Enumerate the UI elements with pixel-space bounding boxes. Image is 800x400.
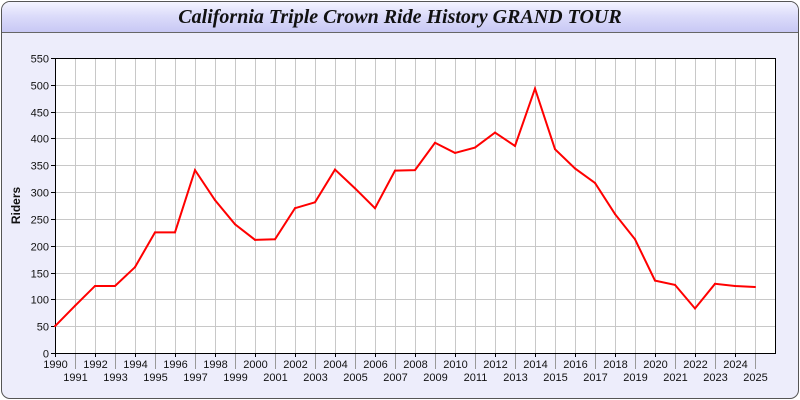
data-point xyxy=(614,213,616,216)
y-tick-label: 350 xyxy=(31,161,49,173)
x-tick-label: 2004 xyxy=(323,359,347,371)
y-tick-label: 300 xyxy=(31,188,49,200)
data-point xyxy=(694,307,696,310)
data-point xyxy=(394,169,396,172)
data-point xyxy=(434,141,436,144)
x-tick-label: 2003 xyxy=(303,372,327,384)
plot-border xyxy=(55,58,776,354)
y-tick-label: 450 xyxy=(31,108,49,120)
x-tick-label: 2000 xyxy=(243,359,267,371)
y-tick-label: 100 xyxy=(31,295,49,307)
data-point xyxy=(134,266,136,269)
y-tick-label: 200 xyxy=(31,242,49,254)
data-point xyxy=(214,199,216,202)
x-tick-label: 2018 xyxy=(603,359,627,371)
data-point xyxy=(554,148,556,151)
data-point xyxy=(474,146,476,149)
x-tick-label: 2001 xyxy=(263,372,287,384)
y-tick-label: 50 xyxy=(37,322,49,334)
y-tick-label: 0 xyxy=(43,349,49,361)
x-tick-label: 2021 xyxy=(663,372,687,384)
x-tick-label: 1991 xyxy=(63,372,87,384)
data-point xyxy=(274,238,276,241)
x-tick-label: 2015 xyxy=(543,372,567,384)
x-tick-label: 1997 xyxy=(183,372,207,384)
x-tick-label: 2002 xyxy=(283,359,307,371)
data-point xyxy=(734,284,736,287)
data-point xyxy=(254,238,256,241)
x-tick-label: 2006 xyxy=(363,359,387,371)
data-point xyxy=(634,238,636,241)
data-point xyxy=(194,169,196,172)
data-point xyxy=(114,284,116,287)
y-tick-label: 250 xyxy=(31,215,49,227)
data-point xyxy=(514,144,516,147)
data-point xyxy=(574,167,576,170)
chart-title: California Triple Crown Ride History GRA… xyxy=(178,6,622,28)
y-axis-label: Riders xyxy=(9,187,23,225)
x-tick-label: 2011 xyxy=(464,372,488,384)
data-point xyxy=(674,283,676,286)
x-tick-label: 2005 xyxy=(343,372,367,384)
y-tick-label: 150 xyxy=(31,269,49,281)
series-line xyxy=(54,85,756,327)
x-tick-label: 2007 xyxy=(383,372,407,384)
data-point xyxy=(314,201,316,204)
x-tick-label: 2012 xyxy=(483,359,507,371)
x-tick-label: 1996 xyxy=(163,359,187,371)
data-point xyxy=(534,87,536,90)
data-point xyxy=(654,279,656,282)
x-tick-label: 2010 xyxy=(443,359,467,371)
x-tick-label: 1998 xyxy=(203,359,227,371)
x-tick-label: 2024 xyxy=(723,359,747,371)
x-tick-label: 2008 xyxy=(403,359,427,371)
x-tick-label: 2019 xyxy=(623,372,647,384)
x-tick-label: 1994 xyxy=(123,359,147,371)
x-tick-label: 2016 xyxy=(563,359,587,371)
x-tick-label: 2023 xyxy=(703,372,727,384)
data-point xyxy=(54,325,56,328)
x-tick-label: 1999 xyxy=(223,372,247,384)
data-point xyxy=(374,207,376,210)
data-point xyxy=(174,231,176,234)
data-point xyxy=(714,282,716,285)
y-tick-label: 550 xyxy=(31,54,49,66)
data-point xyxy=(494,131,496,134)
data-point xyxy=(594,181,596,184)
x-tick-label: 1990 xyxy=(43,359,67,371)
x-tick-label: 1995 xyxy=(143,372,167,384)
x-tick-label: 2013 xyxy=(503,372,527,384)
x-tick-label: 2009 xyxy=(423,372,447,384)
data-point xyxy=(294,207,296,210)
title-bar: California Triple Crown Ride History GRA… xyxy=(2,2,798,33)
data-point xyxy=(334,168,336,171)
x-tick-label: 1993 xyxy=(103,372,127,384)
data-point xyxy=(74,304,76,307)
x-tick-label: 2014 xyxy=(523,359,547,371)
data-point xyxy=(234,223,236,226)
data-point xyxy=(354,187,356,190)
x-tick-label: 1992 xyxy=(83,359,107,371)
x-tick-label: 2025 xyxy=(743,372,767,384)
data-point xyxy=(154,231,156,234)
y-tick-label: 500 xyxy=(31,81,49,93)
x-tick-label: 2022 xyxy=(683,359,707,371)
x-tick-label: 2020 xyxy=(643,359,667,371)
x-tick-label: 2017 xyxy=(583,372,607,384)
y-tick-label: 400 xyxy=(31,134,49,146)
data-point xyxy=(754,286,756,289)
data-point xyxy=(414,169,416,172)
data-point xyxy=(94,284,96,287)
data-point xyxy=(454,151,456,154)
